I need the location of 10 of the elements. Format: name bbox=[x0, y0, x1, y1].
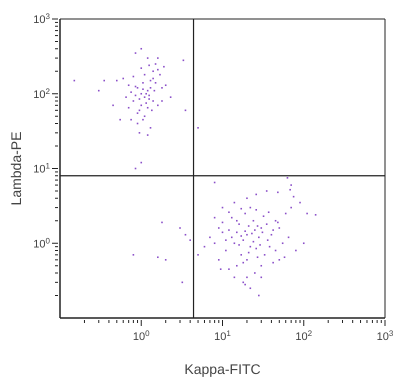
y-tick-label: 10$^{3}$ bbox=[33, 12, 51, 26]
x-tick-label: 10$^{2}$ bbox=[295, 328, 313, 343]
y-axis-title: Lambda-PE bbox=[8, 132, 24, 206]
y-tick-label: 10$^{1}$ bbox=[33, 161, 51, 176]
y-tick-label: 10$^{0}$ bbox=[33, 236, 51, 250]
y-tick-label: 10$^{2}$ bbox=[33, 86, 51, 101]
x-tick-label: 10$^{1}$ bbox=[214, 328, 232, 343]
x-tick-label: 10$^{0}$ bbox=[132, 328, 150, 343]
x-axis-title: Kappa-FITC bbox=[184, 361, 261, 377]
x-tick-label: 10$^{3}$ bbox=[376, 328, 394, 343]
